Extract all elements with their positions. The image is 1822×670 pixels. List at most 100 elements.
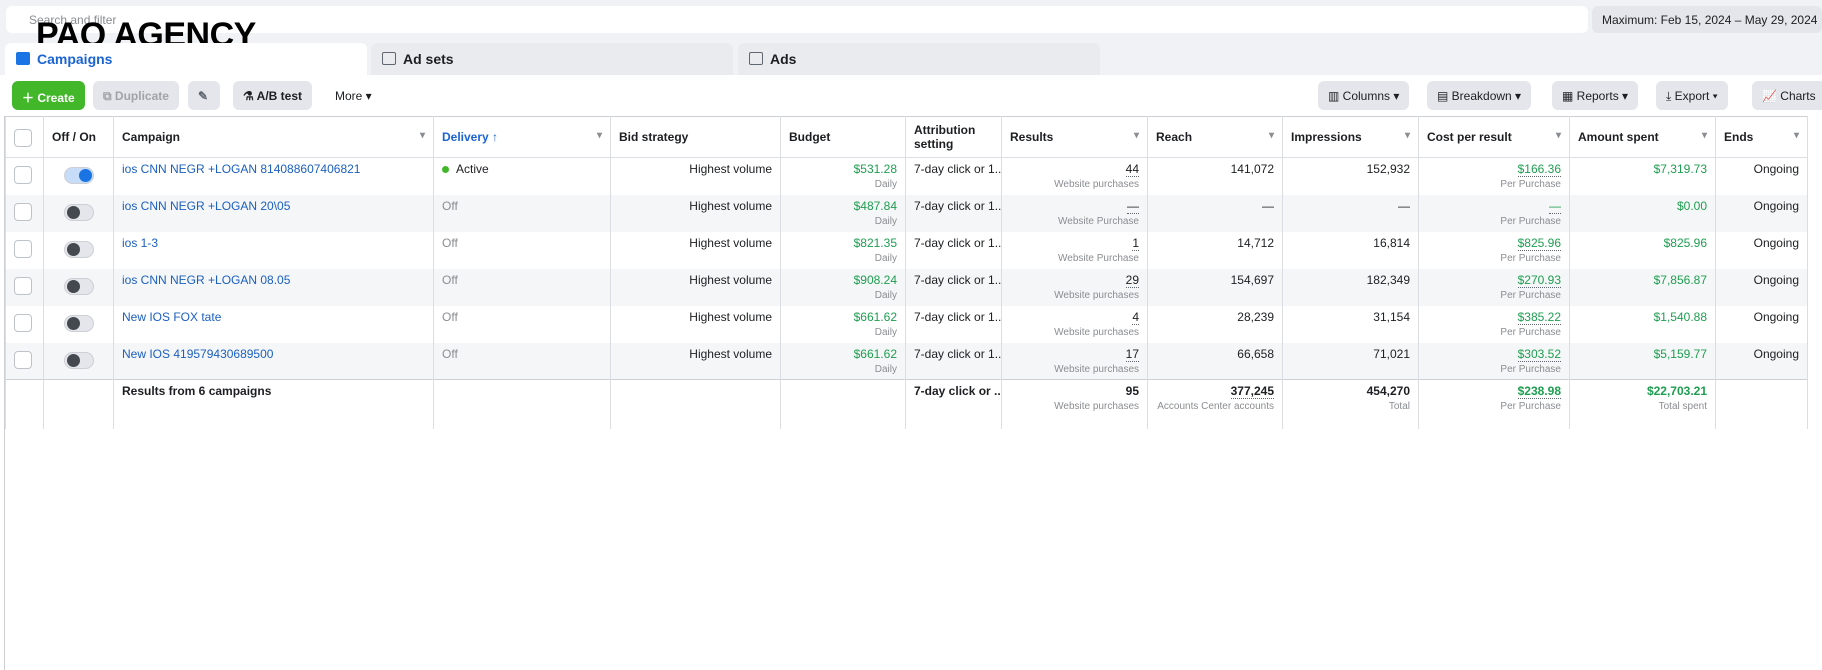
cell <box>5 305 44 343</box>
value: — <box>1398 198 1410 213</box>
header-cell[interactable]: Impressions ▾ <box>1282 116 1419 158</box>
note: Website purchases <box>1054 179 1139 190</box>
cell: Highest volume <box>610 268 781 306</box>
value: 1 <box>1132 235 1139 251</box>
value: $908.24 <box>853 272 897 287</box>
column-menu: ▾ <box>1701 130 1707 141</box>
checkbox[interactable] <box>14 276 32 295</box>
note: Daily <box>874 326 897 338</box>
edit-button[interactable]: ✎ <box>188 81 220 110</box>
column-title: Impressions <box>1291 130 1362 144</box>
cell: — <box>1147 194 1283 232</box>
toggle[interactable] <box>64 314 94 332</box>
value: 7-day click or 1... <box>914 162 1002 176</box>
header-cell[interactable]: Results ▾ <box>1001 116 1148 158</box>
checkbox[interactable] <box>14 239 32 258</box>
value: Ongoing <box>1753 235 1799 250</box>
more-button[interactable]: More ▾ <box>335 89 372 103</box>
tab[interactable]: Ads <box>738 43 1100 75</box>
checkbox[interactable] <box>14 313 32 332</box>
value: $303.52 <box>1517 346 1561 362</box>
value: 66,658 <box>1237 346 1274 361</box>
toggle[interactable] <box>64 351 94 369</box>
charts-button[interactable]: 📈 Charts <box>1752 81 1822 110</box>
date-range[interactable]: Maximum: Feb 15, 2024 – May 29, 2024 <box>1592 6 1822 33</box>
note: Website purchases <box>1054 326 1139 338</box>
header-cell[interactable]: Reach ▾ <box>1147 116 1283 158</box>
campaign-row: ios CNN NEGR +LOGAN 814088607406821 Activ… <box>5 157 1808 195</box>
cell: New IOS 419579430689500 <box>113 342 434 380</box>
cell: 7-day click or ... <box>905 379 1002 429</box>
value: 29 <box>1125 272 1139 288</box>
cell: $238.98 Per Purchase <box>1418 379 1570 429</box>
toggle[interactable] <box>64 203 94 221</box>
cell: 14,712 <box>1147 231 1283 269</box>
value: $531.28 <box>853 162 897 176</box>
header-cell[interactable]: Bid strategy <box>610 116 781 158</box>
header-cell[interactable]: Campaign ▾ <box>113 116 434 158</box>
tab[interactable]: Campaigns <box>5 43 367 75</box>
checkbox[interactable] <box>14 350 32 369</box>
tab-label: Ads <box>770 51 797 67</box>
cell: $303.52 Per Purchase <box>1418 342 1570 380</box>
breakdown-button[interactable]: ▤ Breakdown ▾ <box>1427 81 1532 110</box>
toggle[interactable] <box>64 240 94 258</box>
column-menu: ▾ <box>419 130 425 141</box>
header-cell[interactable]: Delivery ↑ ▾ <box>433 116 611 158</box>
label: More <box>335 89 363 103</box>
header-cell[interactable]: Attribution setting <box>905 116 1002 158</box>
cell: 152,932 <box>1282 157 1419 195</box>
header-cell[interactable]: Budget <box>780 116 906 158</box>
search-box[interactable]: Search and filter <box>6 6 1588 33</box>
header-cell[interactable]: Cost per result ▾ <box>1418 116 1570 158</box>
create-button[interactable]: ＋ Create <box>12 81 85 110</box>
cell: New IOS FOX tate <box>113 305 434 343</box>
cell: 31,154 <box>1282 305 1419 343</box>
ab-test-button[interactable]: ⚗ A/B test <box>233 81 312 110</box>
cell: Highest volume <box>610 305 781 343</box>
column-title: Off / On <box>52 130 96 144</box>
checkbox[interactable] <box>14 202 32 221</box>
value: $661.62 <box>853 346 897 361</box>
cell <box>5 157 44 195</box>
tab[interactable]: Ad sets <box>371 43 733 75</box>
note: Website Purchase <box>1058 252 1139 264</box>
note: Per Purchase <box>1500 252 1561 264</box>
header-row: Off / On Campaign ▾ Delivery ↑ ▾ Bid strategy… <box>5 116 1808 158</box>
toggle[interactable] <box>64 167 94 184</box>
value: $385.22 <box>1517 309 1561 325</box>
header-cell[interactable]: Off / On <box>43 116 114 158</box>
note: Daily <box>874 215 897 227</box>
header-cell[interactable]: Amount spent ▾ <box>1569 116 1716 158</box>
header-cell <box>5 116 44 158</box>
cell: 154,697 <box>1147 268 1283 306</box>
value: $0.00 <box>1676 198 1707 213</box>
checkbox[interactable] <box>14 128 32 147</box>
cell: Off <box>433 194 611 232</box>
header-cell[interactable]: Ends ▾ <box>1715 116 1808 158</box>
columns-button[interactable]: ▥ Columns ▾ <box>1318 81 1410 110</box>
value: Highest volume <box>689 346 772 361</box>
value: 16,814 <box>1373 235 1410 250</box>
value: New IOS 419579430689500 <box>122 346 274 361</box>
column-title: Budget <box>789 130 831 144</box>
cell: $825.96 <box>1569 231 1716 269</box>
cell: ios CNN NEGR +LOGAN 08.05 <box>113 268 434 306</box>
value: 4 <box>1132 309 1139 325</box>
column-menu: ▾ <box>596 130 602 141</box>
value: $487.84 <box>853 198 897 213</box>
cell: Highest volume <box>610 231 781 269</box>
campaign-row: ios CNN NEGR +LOGAN 08.05 Off Highest volu… <box>5 268 1808 306</box>
value: ios CNN NEGR +LOGAN 814088607406821 <box>122 162 361 176</box>
toolbar: ＋ Create ⧉ Duplicate ✎ ⚗ A/B test More ▾… <box>0 75 1822 116</box>
cell: 182,349 <box>1282 268 1419 306</box>
value: $238.98 <box>1517 384 1561 399</box>
cell <box>5 379 44 429</box>
export-button[interactable]: ⤓ Export ▾ <box>1656 81 1728 110</box>
reports-button[interactable]: ▦ Reports ▾ <box>1552 81 1639 110</box>
toggle[interactable] <box>64 277 94 295</box>
cell: 7-day click or 1... <box>905 231 1002 269</box>
checkbox[interactable] <box>14 166 32 184</box>
value: 95 <box>1125 384 1139 398</box>
value: Highest volume <box>689 235 772 250</box>
